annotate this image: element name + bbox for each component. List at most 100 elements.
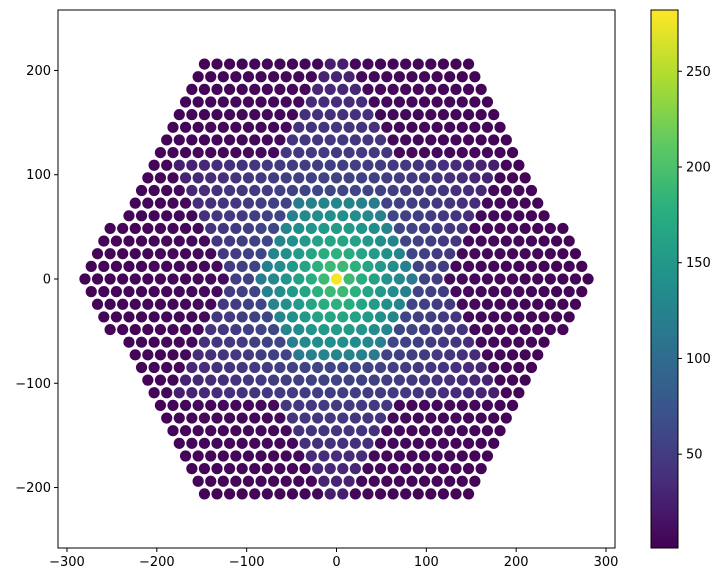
scatter-point [123, 210, 135, 222]
scatter-point [242, 450, 255, 462]
scatter-point [179, 248, 192, 260]
scatter-point [242, 121, 255, 133]
scatter-point [431, 273, 443, 285]
scatter-point [142, 298, 154, 310]
scatter-point [444, 248, 456, 260]
scatter-point [299, 109, 311, 121]
scatter-point [418, 197, 431, 209]
scatter-point [381, 349, 393, 361]
scatter-point [148, 336, 160, 348]
scatter-point [337, 134, 349, 146]
scatter-point [305, 248, 317, 260]
y-axis: −200 −100 0 100 200 [15, 64, 58, 496]
scatter-point [211, 311, 223, 323]
scatter-point [161, 210, 173, 222]
scatter-point [431, 222, 443, 235]
scatter-point [462, 361, 475, 374]
scatter-point [305, 121, 317, 133]
scatter-point [148, 210, 160, 222]
scatter-point [418, 146, 431, 159]
scatter-point [393, 222, 405, 235]
scatter-point [425, 83, 437, 95]
scatter-point [217, 222, 229, 235]
scatter-point [418, 374, 431, 386]
scatter-point [431, 399, 443, 412]
scatter-point [368, 96, 380, 108]
scatter-point [280, 450, 292, 462]
scatter-point [444, 96, 456, 108]
scatter-point [312, 412, 324, 424]
scatter-point [312, 260, 324, 272]
scatter-point [462, 412, 475, 424]
scatter-point [148, 260, 160, 272]
scatter-point [330, 197, 343, 209]
scatter-point [161, 286, 173, 298]
scatter-point [513, 159, 525, 171]
scatter-point [110, 286, 122, 298]
scatter-point [393, 146, 405, 159]
scatter-point [437, 235, 450, 247]
scatter-point [374, 361, 387, 374]
scatter-point [268, 323, 280, 336]
scatter-point [217, 197, 229, 209]
scatter-point [129, 222, 141, 235]
scatter-point [400, 286, 412, 298]
scatter-point [418, 71, 431, 83]
scatter-point [268, 374, 280, 386]
scatter-point [569, 273, 582, 285]
scatter-point [255, 273, 267, 285]
scatter-point [167, 374, 179, 386]
scatter-point [249, 134, 261, 146]
scatter-point [538, 286, 550, 298]
scatter-point [437, 134, 450, 146]
scatter-point [343, 475, 355, 487]
scatter-point [337, 159, 349, 171]
scatter-point [462, 463, 475, 475]
scatter-point [104, 323, 116, 336]
scatter-point [274, 412, 286, 424]
scatter-point [362, 109, 374, 121]
scatter-point [362, 336, 374, 348]
scatter-point [374, 311, 387, 323]
scatter-point [551, 235, 563, 247]
scatter-point [135, 210, 148, 222]
scatter-point [462, 159, 475, 171]
scatter-point [211, 83, 223, 95]
scatter-point [274, 387, 286, 399]
scatter-point [129, 248, 141, 260]
scatter-point [186, 412, 198, 424]
scatter-point [494, 273, 506, 285]
scatter-point [330, 399, 343, 412]
scatter-point [268, 146, 280, 159]
scatter-point [255, 146, 267, 159]
scatter-point [261, 412, 273, 424]
scatter-point [525, 260, 538, 272]
scatter-point [337, 58, 349, 70]
scatter-point [318, 399, 330, 412]
scatter-point [368, 273, 380, 285]
scatter-point [223, 109, 236, 121]
scatter-point [406, 197, 418, 209]
scatter-point [349, 235, 361, 247]
scatter-point [406, 146, 418, 159]
scatter-point [400, 58, 412, 70]
scatter-point [142, 248, 154, 260]
scatter-point [280, 399, 292, 412]
scatter-point [223, 488, 236, 500]
scatter-point [230, 323, 242, 336]
scatter-point [148, 159, 160, 171]
scatter-point [450, 109, 462, 121]
scatter-point [192, 71, 204, 83]
scatter-point [230, 475, 242, 487]
scatter-point [179, 121, 192, 133]
scatter-point [230, 146, 242, 159]
scatter-point [129, 273, 141, 285]
scatter-point [293, 172, 305, 184]
scatter-point [274, 235, 286, 247]
scatter-point [179, 222, 192, 235]
scatter-point [205, 146, 217, 159]
scatter-point [261, 488, 273, 500]
scatter-point [488, 210, 500, 222]
scatter-point [312, 387, 324, 399]
scatter-point [488, 412, 500, 424]
